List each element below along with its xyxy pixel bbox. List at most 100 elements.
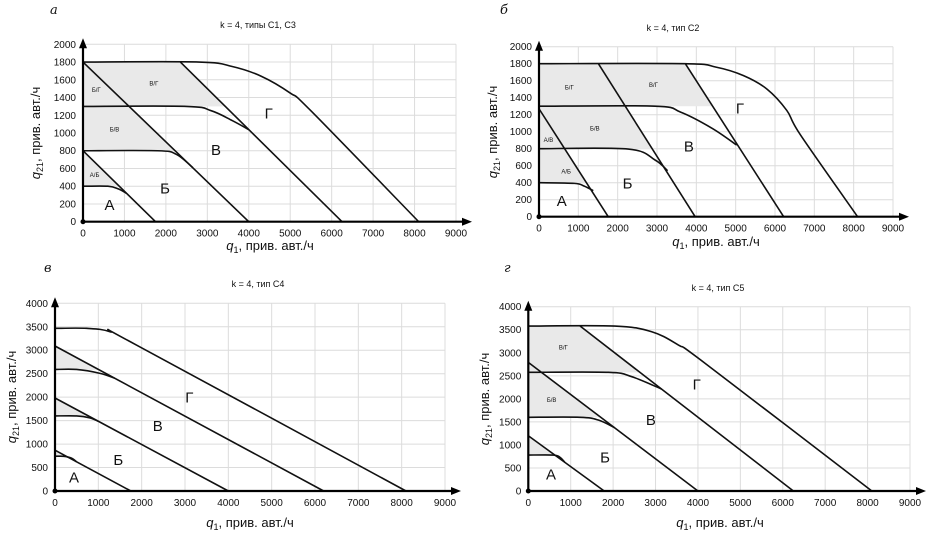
x-tick-label: 7000: [814, 498, 837, 509]
series-line: [54, 368, 116, 380]
x-axis-label: q1, прив. авт./ч: [676, 515, 764, 532]
chart-title: k = 4, типы С1, С3: [220, 20, 296, 30]
series-line: [528, 454, 566, 463]
x-tick-label: 1000: [560, 498, 583, 509]
x-tick-label: 7000: [362, 229, 385, 240]
region-label: В: [646, 412, 656, 429]
panel-letter: г: [504, 261, 511, 276]
y-tick-label: 3000: [499, 348, 522, 359]
x-tick-label: 5000: [729, 498, 752, 509]
series-line: [528, 371, 662, 390]
y-tick-label: 0: [516, 487, 522, 498]
series-line: [82, 185, 127, 195]
x-tick-label: 0: [80, 229, 86, 240]
x-tick-label: 9000: [882, 224, 905, 235]
region-label: А: [546, 466, 556, 483]
y-tick-label: 3500: [26, 322, 49, 333]
chart-title: k = 4, тип С5: [692, 283, 745, 293]
y-tick-label: 4000: [499, 302, 522, 313]
x-tick-label: 0: [52, 498, 58, 509]
series-line: [54, 397, 229, 492]
y-tick-label: 500: [505, 463, 522, 474]
series-line: [179, 61, 343, 223]
shaded-transition-zone: [528, 372, 601, 418]
region-label: А: [557, 193, 567, 210]
region-label: Б: [160, 180, 170, 197]
region-label: Б/В: [590, 126, 600, 132]
y-axis-label: q21, прив. авт./ч: [28, 87, 45, 180]
panel-letter: б: [500, 3, 508, 18]
x-tick-label: 5000: [725, 224, 748, 235]
shaded-transition-zone: [528, 326, 640, 373]
chart-title: k = 4, тип С4: [232, 279, 285, 289]
region-label: Б/Г: [565, 86, 575, 92]
series-line: [538, 62, 859, 218]
x-axis-arrow-icon: [899, 212, 909, 221]
region-label: Г: [265, 105, 273, 122]
region-label: В/Г: [559, 346, 569, 352]
x-tick-label: 6000: [304, 498, 327, 509]
x-tick-label: 2000: [602, 498, 625, 509]
y-tick-label: 3500: [499, 325, 522, 336]
y-tick-label: 4000: [26, 299, 49, 310]
origin-dot: [52, 488, 58, 494]
region-label: В: [153, 418, 163, 435]
shaded-transition-zone: [539, 63, 713, 107]
region-label: Б: [600, 450, 610, 467]
y-tick-label: 2500: [499, 371, 522, 382]
y-tick-label: 600: [515, 161, 532, 172]
series-line: [684, 63, 785, 218]
series-line: [538, 147, 669, 172]
y-tick-label: 0: [526, 212, 532, 223]
y-tick-label: 1200: [54, 111, 77, 122]
series-line: [82, 105, 250, 131]
x-tick-label: 1000: [87, 498, 110, 509]
y-axis-arrow-icon: [535, 40, 543, 51]
y-tick-label: 0: [70, 217, 76, 228]
series-line: [54, 327, 407, 492]
region-label: А: [105, 197, 115, 214]
y-tick-label: 1800: [54, 58, 77, 69]
x-tick-label: 9000: [434, 498, 457, 509]
shaded-transition-zone: [83, 106, 176, 151]
region-label: А/В: [544, 138, 554, 144]
x-axis-label: q1, прив. авт./ч: [672, 234, 760, 251]
y-tick-label: 2000: [510, 42, 533, 53]
x-axis-arrow-icon: [451, 487, 461, 495]
region-label: Г: [693, 376, 701, 393]
series-line: [528, 324, 873, 492]
x-tick-label: 5000: [279, 229, 302, 240]
x-tick-label: 5000: [261, 498, 284, 509]
y-tick-label: 1000: [54, 129, 77, 140]
y-tick-label: 3000: [26, 346, 49, 357]
series-line: [527, 435, 605, 492]
series-line: [538, 104, 738, 146]
y-tick-label: 1600: [510, 76, 533, 87]
region-label: Г: [736, 100, 744, 117]
x-tick-label: 7000: [347, 498, 370, 509]
y-tick-label: 600: [59, 164, 76, 175]
x-tick-label: 4000: [217, 498, 240, 509]
series-line: [54, 455, 78, 463]
y-tick-label: 1400: [54, 93, 77, 104]
y-axis-arrow-icon: [79, 38, 87, 49]
y-axis-label: q21, прив. авт./ч: [4, 351, 21, 444]
series-line: [82, 61, 250, 223]
region-label: Б: [113, 452, 123, 469]
x-tick-label: 6000: [764, 224, 787, 235]
x-tick-label: 8000: [856, 498, 879, 509]
x-tick-label: 2000: [131, 498, 154, 509]
y-tick-label: 1500: [26, 416, 49, 427]
series-line: [538, 181, 594, 192]
y-tick-label: 1200: [510, 110, 533, 121]
x-tick-label: 4000: [238, 229, 261, 240]
y-tick-label: 1000: [26, 440, 49, 451]
region-label: Б: [623, 175, 633, 192]
y-tick-label: 2000: [26, 393, 49, 404]
y-axis-label: q21, прив. авт./ч: [477, 353, 494, 446]
x-tick-label: 2000: [607, 224, 630, 235]
origin-dot: [525, 488, 531, 494]
panel-letter: в: [44, 261, 52, 276]
x-tick-label: 9000: [899, 498, 922, 509]
